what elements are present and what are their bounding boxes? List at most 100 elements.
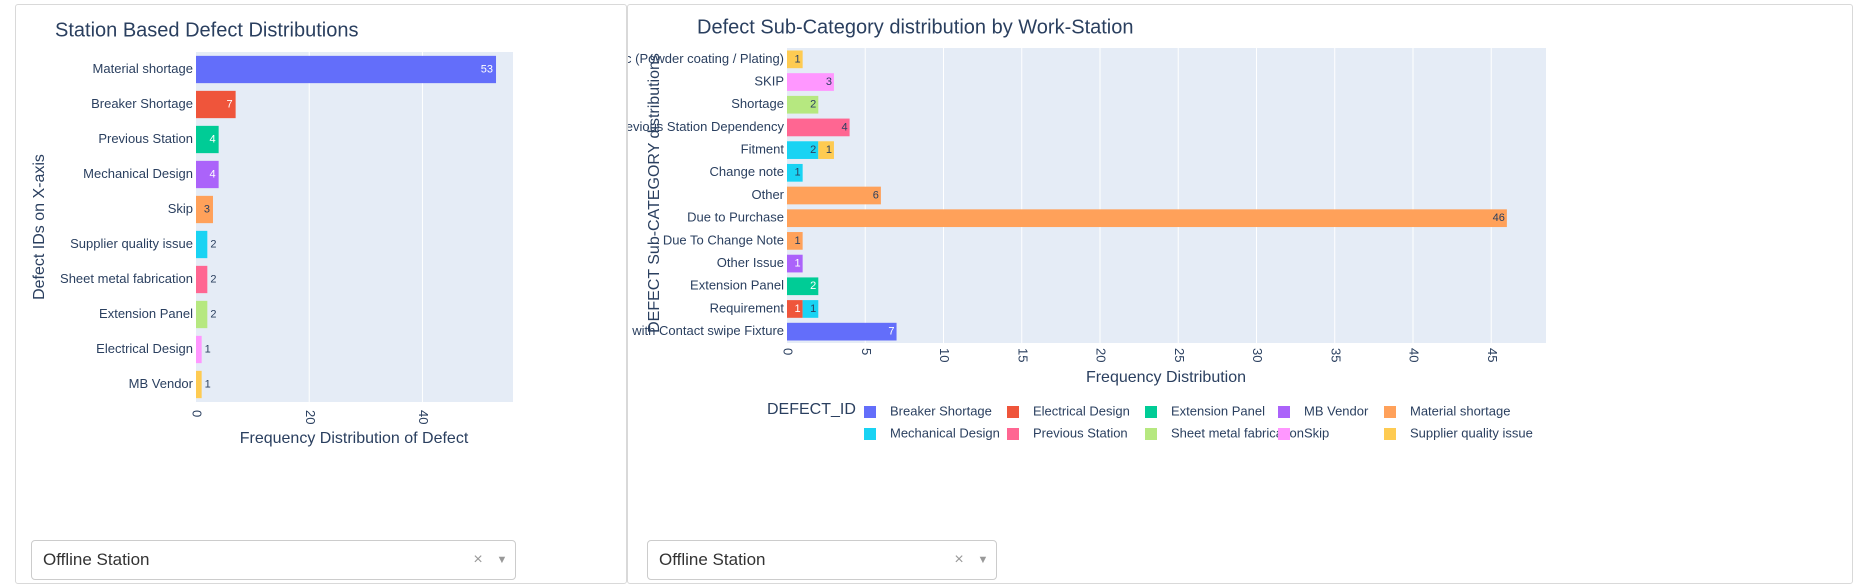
- right-legend: DEFECT_ID Breaker Shortage Electrical Desi…: [767, 401, 1533, 440]
- legend-swatch: [1145, 428, 1157, 440]
- left-chart-card: 0 20 40 Material shortage 53 Breaker Shortage…: [15, 4, 627, 584]
- right-x-tick-label: 0: [781, 348, 796, 355]
- legend-label: Mechanical Design: [890, 425, 1000, 440]
- right-x-tick-label: 40: [1407, 348, 1422, 362]
- left-bar-electrical-design: [196, 335, 202, 364]
- right-y-tick-label: Change note: [710, 164, 784, 179]
- right-bar-other-material-shortage: [787, 186, 881, 205]
- legend-label: Material shortage: [1410, 403, 1510, 418]
- left-bar-value-label: 2: [210, 308, 216, 320]
- right-station-dropdown[interactable]: Offline Station × ▼: [647, 540, 997, 580]
- right-x-tick-label: 20: [1094, 348, 1109, 362]
- right-y-tick-label: Due To Change Note: [663, 232, 784, 247]
- left-y-tick-label: Supplier quality issue: [70, 236, 193, 251]
- left-bar-value-label: 53: [481, 63, 493, 75]
- right-y-tick-label: Aesthetic (Powder coating / Plating): [628, 51, 784, 66]
- right-bar-value-label: 1: [795, 53, 801, 65]
- left-y-tick-label: Material shortage: [93, 61, 193, 76]
- right-bar-due-to-change-note-material-shortage: [787, 232, 803, 250]
- right-bar-value-label: 2: [810, 280, 816, 292]
- right-dropdown-value: Offline Station: [659, 550, 766, 569]
- right-x-tick-label: 10: [937, 348, 952, 362]
- right-bar-value-label: 2: [810, 144, 816, 156]
- left-bar-value-label: 1: [205, 378, 211, 390]
- right-legend-title: DEFECT_ID: [767, 401, 856, 418]
- legend-label: Skip: [1304, 425, 1329, 440]
- right-dropdown-chevron-down-icon[interactable]: ▼: [977, 554, 989, 566]
- legend-swatch: [864, 406, 876, 418]
- legend-swatch: [864, 428, 876, 440]
- left-chart-title: Station Based Defect Distributions: [55, 19, 359, 41]
- left-bar-previous-station: [196, 125, 219, 154]
- right-bar-value-label: 1: [826, 144, 832, 156]
- left-bar-value-label: 2: [210, 238, 216, 250]
- left-bar-value-label: 7: [227, 98, 233, 110]
- left-dropdown-value: Offline Station: [43, 550, 150, 569]
- legend-item-supplier-quality-issue[interactable]: Supplier quality issue: [1384, 425, 1533, 440]
- right-bar-extension-panel-extension-panel: [787, 277, 819, 296]
- right-y-tick-label: Fitment: [741, 142, 785, 157]
- left-bar-mechanical-design: [196, 160, 219, 189]
- left-bar-value-label: 1: [205, 343, 211, 355]
- left-bar-sheet-metal-fabrication: [196, 265, 208, 294]
- left-dropdown-chevron-down-icon[interactable]: ▼: [496, 554, 508, 566]
- left-bar-value-label: 4: [210, 168, 216, 180]
- right-chart-title: Defect Sub-Category distribution by Work…: [697, 16, 1134, 38]
- right-bar-value-label: 7: [888, 326, 894, 338]
- left-x-tick-label: 40: [416, 410, 431, 424]
- right-bar-shortage-sheet-metal-fabrication: [787, 95, 819, 114]
- right-bar-value-label: 1: [810, 303, 816, 315]
- right-y-tick-label: Other Issue: [717, 255, 784, 270]
- left-chart-svg: 0 20 40 Material shortage 53 Breaker Shortage…: [31, 19, 513, 447]
- right-bar-value-label: 1: [795, 235, 801, 247]
- right-bar-value-label: 4: [841, 121, 847, 133]
- left-bar-mb-vendor: [196, 370, 202, 399]
- legend-label: Extension Panel: [1171, 403, 1265, 418]
- legend-item-mechanical-design[interactable]: Mechanical Design: [864, 425, 1000, 440]
- legend-item-previous-station[interactable]: Previous Station: [1007, 425, 1128, 440]
- left-bar-supplier-quality-issue: [196, 230, 208, 259]
- left-x-tick-label: 20: [303, 410, 318, 424]
- legend-item-electrical-design[interactable]: Electrical Design: [1007, 403, 1130, 418]
- right-dropdown-clear-icon[interactable]: ×: [954, 551, 964, 568]
- right-bar-value-label: 1: [795, 167, 801, 179]
- left-y-tick-label: MB Vendor: [129, 376, 194, 391]
- right-chart-card: 0 5 10 15 20 25 30 35 40 45 Aesthetic (Powder coat…: [627, 4, 1853, 584]
- legend-item-sheet-metal-fabrication[interactable]: Sheet metal fabrication: [1145, 425, 1304, 440]
- legend-label: Sheet metal fabrication: [1171, 425, 1304, 440]
- legend-label: Supplier quality issue: [1410, 425, 1533, 440]
- legend-swatch: [1384, 406, 1396, 418]
- right-bar-checking-with-contact-swipe-fixture-breaker-shortage: [787, 322, 897, 341]
- left-station-dropdown[interactable]: Offline Station × ▼: [31, 540, 516, 580]
- right-y-tick-label: Shortage: [731, 96, 784, 111]
- right-chart-svg: 0 5 10 15 20 25 30 35 40 45 Aesthetic (Powder coat…: [628, 16, 1546, 440]
- right-x-tick-label: 30: [1250, 348, 1265, 362]
- right-bar-previous-station-dependency-previous-station: [787, 118, 850, 137]
- left-plot-area: [196, 52, 513, 402]
- left-bar-breaker-shortage: [196, 90, 236, 119]
- left-y-tick-label: Breaker Shortage: [91, 96, 193, 111]
- legend-item-mb-vendor[interactable]: MB Vendor: [1278, 403, 1369, 418]
- right-y-tick-label: Requirement: [710, 300, 785, 315]
- right-bar-other-issue-mb-vendor: [787, 254, 803, 273]
- legend-item-skip[interactable]: Skip: [1278, 425, 1329, 440]
- left-y-tick-label: Extension Panel: [99, 306, 193, 321]
- legend-item-extension-panel[interactable]: Extension Panel: [1145, 403, 1265, 418]
- legend-label: Electrical Design: [1033, 403, 1130, 418]
- left-y-axis-title: Defect IDs on X-axis: [31, 154, 48, 300]
- right-x-tick-label: 25: [1172, 348, 1187, 362]
- left-bar-skip: [196, 195, 213, 224]
- left-y-tick-label: Electrical Design: [96, 341, 193, 356]
- legend-swatch: [1007, 428, 1019, 440]
- legend-item-breaker-shortage[interactable]: Breaker Shortage: [864, 403, 992, 418]
- right-bar-value-label: 1: [795, 303, 801, 315]
- left-dropdown-clear-icon[interactable]: ×: [473, 551, 483, 568]
- right-bar-value-label: 1: [795, 257, 801, 269]
- right-x-tick-label: 45: [1485, 348, 1500, 362]
- legend-swatch: [1278, 428, 1290, 440]
- right-bar-skip-skip: [787, 73, 834, 91]
- right-y-axis-title: DEFECT Sub-CATEGORY distributions: [646, 53, 663, 333]
- right-bar-requirement-electrical-design: [787, 300, 803, 318]
- right-y-tick-label: Previous Station Dependency: [628, 119, 784, 134]
- legend-item-material-shortage[interactable]: Material shortage: [1384, 403, 1510, 418]
